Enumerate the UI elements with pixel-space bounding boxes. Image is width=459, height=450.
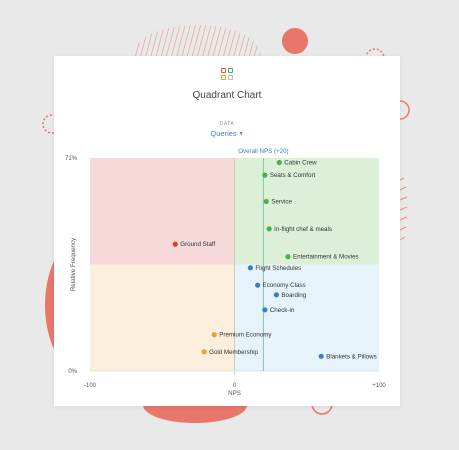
data-point-label-1: Seats & Comfort: [270, 172, 316, 179]
x-tick-label-max: +100: [372, 383, 386, 389]
data-point-label-7: Economy Class: [263, 282, 306, 289]
data-point-label-12: Blankets & Pillows: [326, 353, 377, 360]
data-point-1[interactable]: [262, 172, 268, 178]
data-point-label-3: In-flight chef & meals: [274, 226, 332, 233]
quadrant-bottom-right: [234, 264, 379, 371]
data-point-4[interactable]: [285, 254, 291, 260]
data-point-label-6: Flight Schedules: [255, 265, 301, 272]
data-point-label-9: Check-in: [270, 307, 295, 314]
app-logo-icon: [221, 68, 235, 82]
caret-down-icon: ▼: [238, 131, 244, 137]
y-axis-label: Relative Frequency: [70, 237, 77, 291]
data-point-label-11: Gold Membership: [209, 349, 258, 356]
data-label: DATA: [219, 121, 235, 127]
x-axis-label: NPS: [228, 390, 241, 397]
data-point-label-8: Boarding: [281, 292, 306, 299]
data-point-label-0: Cabin Crew: [284, 160, 317, 167]
red-circle-top: [282, 28, 308, 54]
data-point-7[interactable]: [255, 282, 261, 288]
data-point-2[interactable]: [263, 198, 269, 205]
page-title: Quadrant Chart: [192, 90, 262, 101]
quadrant-top-right: [234, 158, 379, 265]
data-point-0[interactable]: [276, 159, 282, 166]
data-point-label-2: Service: [271, 199, 292, 206]
data-points: Cabin Crew Seats & Comfort Service In-fligh…: [172, 159, 377, 360]
data-point-5[interactable]: [172, 241, 178, 247]
dropdown-value: Queries: [210, 129, 237, 138]
data-point-label-10: Premium Economy: [219, 332, 272, 339]
quadrant-bottom-left: [90, 264, 235, 371]
data-point-9[interactable]: [262, 307, 268, 313]
data-point-label-5: Ground Staff: [180, 241, 215, 248]
data-point-12[interactable]: [318, 353, 324, 359]
x-tick-label-min: -100: [84, 383, 97, 389]
y-tick-label-top: 71%: [65, 156, 78, 162]
queries-dropdown[interactable]: Queries ▼: [54, 129, 400, 138]
quadrant-top-left: [90, 158, 235, 265]
reference-line-label: Overall NPS (+20): [238, 148, 288, 155]
data-point-10[interactable]: [211, 332, 217, 338]
x-tick-label-zero: 0: [233, 383, 237, 389]
y-tick-label-bottom: 0%: [68, 369, 77, 375]
data-point-label-4: Entertainment & Movies: [293, 254, 359, 261]
data-point-8[interactable]: [273, 292, 280, 298]
striped-arc-right: [399, 177, 408, 241]
data-point-6[interactable]: [247, 265, 253, 271]
data-point-11[interactable]: [201, 349, 207, 355]
data-point-3[interactable]: [266, 226, 272, 232]
